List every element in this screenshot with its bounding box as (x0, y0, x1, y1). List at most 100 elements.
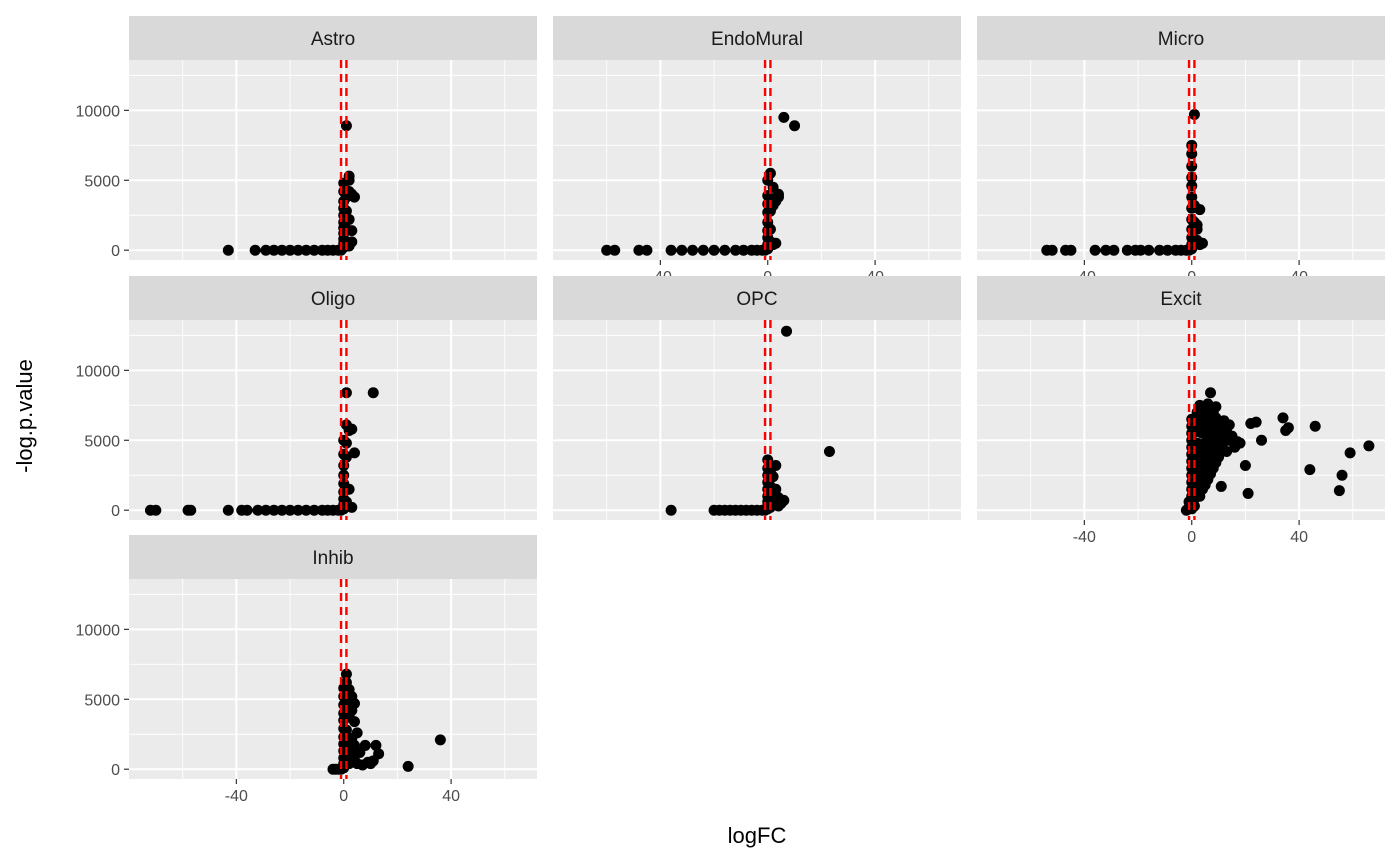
data-point (348, 447, 360, 459)
x-tick-label: -40 (1073, 529, 1096, 546)
data-point (1205, 387, 1217, 399)
data-point (373, 748, 385, 760)
data-point (150, 504, 162, 516)
data-point (641, 244, 653, 256)
data-point (370, 739, 382, 751)
data-point (1186, 191, 1198, 203)
data-point (1304, 464, 1316, 476)
data-point (1196, 237, 1208, 249)
y-tick-label: 0 (111, 762, 120, 779)
data-point (359, 739, 371, 751)
facet-label: OPC (736, 289, 777, 310)
y-tick-label: 5000 (84, 692, 120, 709)
data-point (772, 188, 784, 200)
data-point (276, 244, 288, 256)
data-point (601, 244, 613, 256)
panel-background (977, 320, 1385, 520)
y-axis-title: -log.p.value (12, 359, 37, 473)
data-point (348, 697, 360, 709)
facet-strip (977, 16, 1385, 60)
data-point (292, 244, 304, 256)
data-point (284, 244, 296, 256)
data-point (346, 225, 358, 237)
data-point (1239, 459, 1251, 471)
panel-background (129, 60, 537, 260)
y-tick-label: 10000 (76, 363, 121, 380)
facet-inhib: Inhib 0 5000 10000 -40 0 40 (76, 535, 537, 805)
data-point (351, 727, 363, 739)
data-point (1223, 419, 1235, 431)
data-point (1194, 204, 1206, 216)
data-point (340, 205, 352, 217)
data-point (185, 504, 197, 516)
data-point (778, 111, 790, 123)
data-point (697, 244, 709, 256)
data-point (609, 244, 621, 256)
data-point (778, 494, 790, 506)
data-point (292, 504, 304, 516)
data-point (1363, 440, 1375, 452)
data-point (633, 244, 645, 256)
data-point (284, 504, 296, 516)
data-point (340, 120, 352, 132)
facet-label: Excit (1160, 289, 1202, 310)
x-tick-label: 40 (442, 788, 460, 805)
data-point (1250, 416, 1262, 428)
data-point (1108, 244, 1120, 256)
data-point (823, 445, 835, 457)
facet-excit: Excit -40 0 40 (977, 276, 1385, 546)
y-tick-label: 0 (111, 503, 120, 520)
data-point (708, 244, 720, 256)
data-point (1213, 451, 1225, 463)
data-point (434, 734, 446, 746)
facet-strip (129, 535, 537, 579)
data-point (1242, 487, 1254, 499)
data-points (1180, 387, 1375, 516)
data-point (1089, 244, 1101, 256)
data-point (1143, 244, 1155, 256)
y-tick-label: 0 (111, 243, 120, 260)
data-point (1336, 469, 1348, 481)
x-tick-label: 0 (1187, 529, 1196, 546)
data-point (260, 504, 272, 516)
data-point (770, 237, 782, 249)
y-tick-label: 10000 (76, 103, 121, 120)
panel-background (553, 60, 961, 260)
data-point (1256, 434, 1268, 446)
data-point (268, 244, 280, 256)
data-point (665, 244, 677, 256)
facet-strip (977, 276, 1385, 320)
panel-background (129, 320, 537, 520)
data-point (348, 716, 360, 728)
panel-background (553, 320, 961, 520)
data-point (770, 483, 782, 495)
data-point (1100, 244, 1112, 256)
facet-label: Astro (311, 29, 355, 50)
facet-strip (129, 16, 537, 60)
y-tick-label: 5000 (84, 433, 120, 450)
data-point (676, 244, 688, 256)
data-point (1215, 480, 1227, 492)
data-points (327, 668, 446, 775)
data-point (781, 325, 793, 337)
x-tick-label: 40 (1290, 529, 1308, 546)
data-point (346, 236, 358, 248)
data-point (308, 244, 320, 256)
data-point (222, 244, 234, 256)
facet-astro: Astro 0 5000 10000 (76, 16, 537, 260)
y-tick-label: 10000 (76, 622, 121, 639)
y-tick-label: 5000 (84, 173, 120, 190)
data-point (1121, 244, 1133, 256)
data-point (1188, 109, 1200, 121)
data-point (1162, 244, 1174, 256)
facet-label: Micro (1158, 29, 1204, 50)
data-point (1333, 485, 1345, 497)
facet-strip (553, 16, 961, 60)
facet-strip (553, 276, 961, 320)
data-point (367, 387, 379, 399)
data-point (222, 504, 234, 516)
data-point (1277, 412, 1289, 424)
facet-label: Oligo (311, 289, 355, 310)
